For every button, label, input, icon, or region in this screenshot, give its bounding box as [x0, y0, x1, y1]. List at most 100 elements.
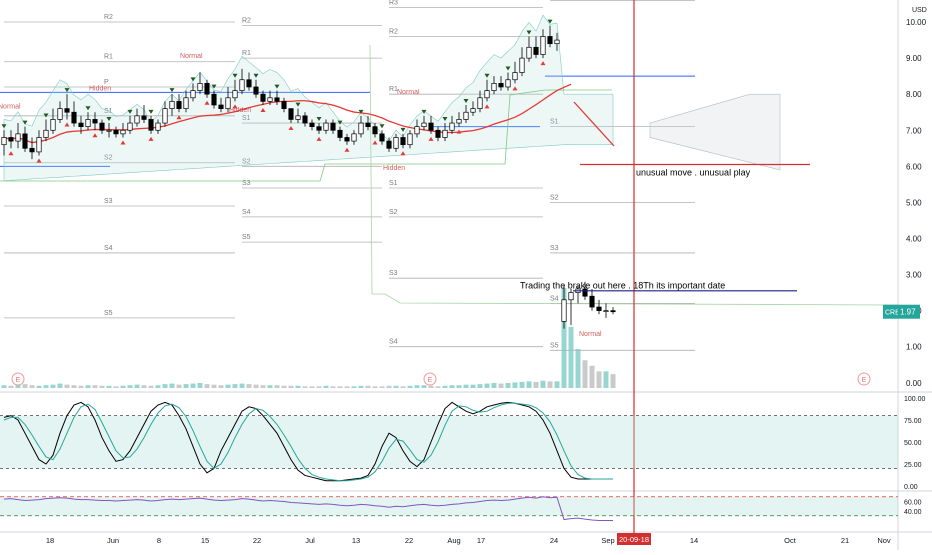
volume-bar — [561, 288, 567, 388]
signal-up-triangle — [512, 86, 518, 91]
volume-bar — [106, 385, 112, 388]
earnings-marker-label: E — [862, 377, 867, 384]
volume-bar — [141, 385, 147, 388]
volume-bar — [302, 386, 308, 388]
candle-body — [400, 137, 406, 146]
time-tick-label: 21 — [841, 536, 849, 545]
signal-up-triangle — [484, 104, 490, 109]
candle-body — [603, 310, 609, 312]
signal-down-triangle — [253, 73, 259, 78]
volume-bar — [281, 385, 287, 388]
volume-bar — [232, 384, 238, 388]
candle-body — [36, 137, 42, 153]
signal-down-triangle — [295, 102, 301, 107]
volume-bar — [197, 383, 203, 388]
volume-bar — [414, 385, 420, 388]
candle-body — [561, 299, 567, 322]
volume-bar — [470, 384, 476, 388]
signal-down-triangle — [337, 120, 343, 125]
volume-bar — [8, 385, 14, 388]
candle-body — [253, 86, 259, 95]
signal-down-triangle — [106, 117, 112, 122]
candle-body — [22, 133, 28, 149]
candle-body — [582, 288, 588, 297]
volume-bar — [99, 385, 105, 388]
volume-bar — [498, 383, 504, 388]
candle-body — [414, 126, 420, 135]
candle-body — [470, 108, 476, 113]
candle-body — [134, 115, 140, 124]
candle-body — [323, 122, 329, 131]
candle-body — [15, 133, 21, 142]
signal-down-triangle — [526, 30, 532, 35]
volume-bar — [267, 385, 273, 388]
volume-bar — [22, 384, 28, 388]
volume-bar — [428, 385, 434, 388]
oscillator-tick-label: 75.00 — [904, 418, 922, 425]
volume-bar — [491, 383, 497, 388]
price-tick-label: 6.00 — [906, 162, 922, 171]
volume-bar — [526, 381, 532, 388]
signal-down-triangle — [484, 73, 490, 78]
candle-body — [8, 137, 14, 142]
signal-up-triangle — [36, 158, 42, 163]
candle-body — [267, 97, 273, 102]
date-marker-badge — [617, 533, 651, 545]
candle-body — [351, 133, 357, 142]
signal-down-triangle — [400, 127, 406, 132]
oscillator-tick-label: 100.00 — [904, 396, 926, 403]
volume-bar — [407, 385, 413, 388]
currency-label: USD — [912, 7, 927, 14]
earnings-marker — [423, 372, 437, 386]
volume-bar — [554, 381, 560, 388]
volume-bar — [393, 385, 399, 388]
candle-body — [547, 36, 553, 45]
candle-body — [309, 122, 315, 128]
pivot-level-label: R3 — [389, 0, 398, 7]
candle-body — [386, 140, 392, 149]
signal-down-triangle — [127, 109, 133, 114]
volume-bar — [568, 326, 574, 388]
lagging-line — [0, 89, 612, 182]
candle-body — [330, 122, 336, 131]
pivot-level-label: R1 — [104, 54, 113, 61]
volume-bar — [547, 381, 553, 388]
candle-body — [554, 39, 560, 45]
divergence-label: Normal — [180, 53, 203, 60]
signal-down-triangle — [232, 73, 238, 78]
signal-up-triangle — [456, 129, 462, 134]
pivot-level-label: S4 — [242, 209, 251, 216]
candle-body — [393, 137, 399, 149]
volume-bar — [64, 384, 70, 388]
volume-bar — [134, 384, 140, 388]
signal-down-triangle — [1, 124, 7, 129]
price-tick-label: 10.00 — [906, 18, 927, 27]
time-tick-label: 17 — [477, 536, 485, 545]
volume-bar — [316, 386, 322, 388]
symbol-label: CRBP — [885, 310, 905, 317]
candle-body — [302, 115, 308, 124]
volume-bar — [372, 386, 378, 388]
signal-up-triangle — [260, 108, 266, 113]
candle-body — [568, 292, 574, 301]
price-tick-label: 1.00 — [906, 343, 922, 352]
pivot-level-label: S4 — [550, 295, 559, 302]
pivot-level-label: S3 — [104, 198, 113, 205]
candle-body — [29, 147, 35, 153]
volume-bar — [442, 385, 448, 388]
signal-up-triangle — [540, 61, 546, 66]
earnings-marker — [11, 372, 25, 386]
candle-body — [463, 111, 469, 120]
volume-bar — [85, 385, 91, 388]
time-tick-label: Oct — [784, 536, 797, 545]
pivot-level-label: S2 — [389, 209, 398, 216]
signal-up-triangle — [316, 136, 322, 141]
candle-body — [127, 122, 133, 131]
signal-down-triangle — [358, 109, 364, 114]
volume-bar — [295, 385, 301, 388]
candle-body — [512, 72, 518, 81]
price-tick-label: 5.00 — [906, 198, 922, 207]
oscillator-tick-label: 0.00 — [904, 484, 918, 491]
sma-line — [3, 83, 572, 144]
